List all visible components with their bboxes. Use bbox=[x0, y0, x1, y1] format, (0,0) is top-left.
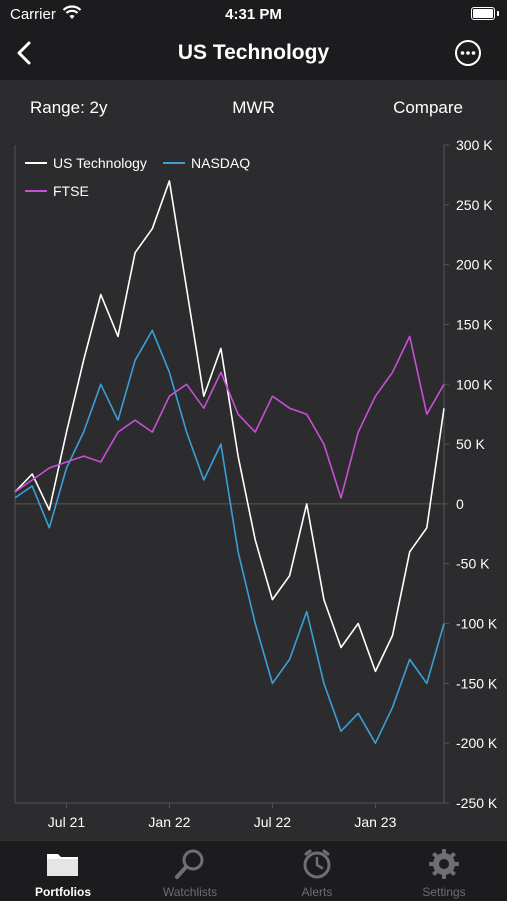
tab-label: Portfolios bbox=[35, 885, 91, 899]
ellipsis-circle-icon bbox=[455, 40, 481, 66]
back-button[interactable] bbox=[10, 38, 40, 68]
y-tick-label: 150 K bbox=[456, 316, 493, 332]
gear-icon bbox=[426, 848, 462, 880]
metric-selector[interactable]: MWR bbox=[232, 98, 275, 117]
x-tick-label: Jul 21 bbox=[48, 814, 86, 830]
y-tick-label: 50 K bbox=[456, 436, 485, 452]
series-line-1 bbox=[14, 180, 445, 673]
y-tick-label: 100 K bbox=[456, 376, 493, 392]
clock-time: 4:31 PM bbox=[225, 6, 282, 23]
y-tick-label: -150 K bbox=[456, 675, 498, 691]
tab-portfolios[interactable]: Portfolios bbox=[0, 841, 126, 901]
x-tick-label: Jan 23 bbox=[354, 814, 396, 830]
status-bar: Carrier 4:31 PM bbox=[0, 0, 507, 28]
more-options-button[interactable] bbox=[453, 38, 483, 68]
legend-label: NASDAQ bbox=[191, 155, 250, 171]
folder-icon bbox=[45, 848, 81, 880]
y-tick-label: -100 K bbox=[456, 616, 498, 632]
tab-bar: Portfolios Watchlists Alerts bbox=[0, 840, 507, 901]
chevron-left-icon bbox=[17, 41, 31, 65]
legend-label: FTSE bbox=[53, 183, 89, 199]
y-tick-label: 300 K bbox=[456, 137, 493, 153]
x-tick-label: Jan 22 bbox=[148, 814, 190, 830]
tab-label: Watchlists bbox=[162, 885, 218, 899]
tab-label: Alerts bbox=[301, 885, 333, 899]
chart-controls: Range: 2y MWR Compare bbox=[0, 80, 507, 135]
chart-svg: 300 K 250 K 200 K 150 K 100 K 50 K 0 -50 K -100 … bbox=[14, 137, 498, 830]
magnifier-icon bbox=[172, 848, 208, 880]
performance-chart[interactable]: 300 K 250 K 200 K 150 K 100 K 50 K 0 -50 K -100 … bbox=[0, 135, 507, 840]
clock-icon bbox=[299, 848, 335, 880]
tab-label: Settings bbox=[422, 885, 466, 899]
range-selector[interactable]: Range: 2y bbox=[30, 98, 108, 117]
x-tick-label: Jul 22 bbox=[254, 814, 292, 830]
y-tick-label: -50 K bbox=[456, 556, 490, 572]
series-line-2 bbox=[14, 329, 445, 745]
page-title: US Technology bbox=[177, 41, 330, 64]
y-tick-label: -200 K bbox=[456, 735, 498, 751]
y-tick-label: 200 K bbox=[456, 257, 493, 273]
battery-icon bbox=[471, 7, 499, 20]
navigation-bar: US Technology bbox=[0, 28, 507, 80]
y-tick-label: 0 bbox=[456, 496, 464, 512]
tab-alerts[interactable]: Alerts bbox=[254, 841, 380, 901]
y-tick-label: 250 K bbox=[456, 197, 493, 213]
y-tick-label: -250 K bbox=[456, 795, 498, 811]
compare-button[interactable]: Compare bbox=[393, 98, 463, 117]
legend-label: US Technology bbox=[53, 155, 147, 171]
tab-settings[interactable]: Settings bbox=[381, 841, 507, 901]
series-line-3 bbox=[14, 335, 445, 499]
wifi-icon bbox=[62, 5, 82, 26]
carrier-label: Carrier bbox=[10, 6, 56, 23]
tab-watchlists[interactable]: Watchlists bbox=[127, 841, 253, 901]
